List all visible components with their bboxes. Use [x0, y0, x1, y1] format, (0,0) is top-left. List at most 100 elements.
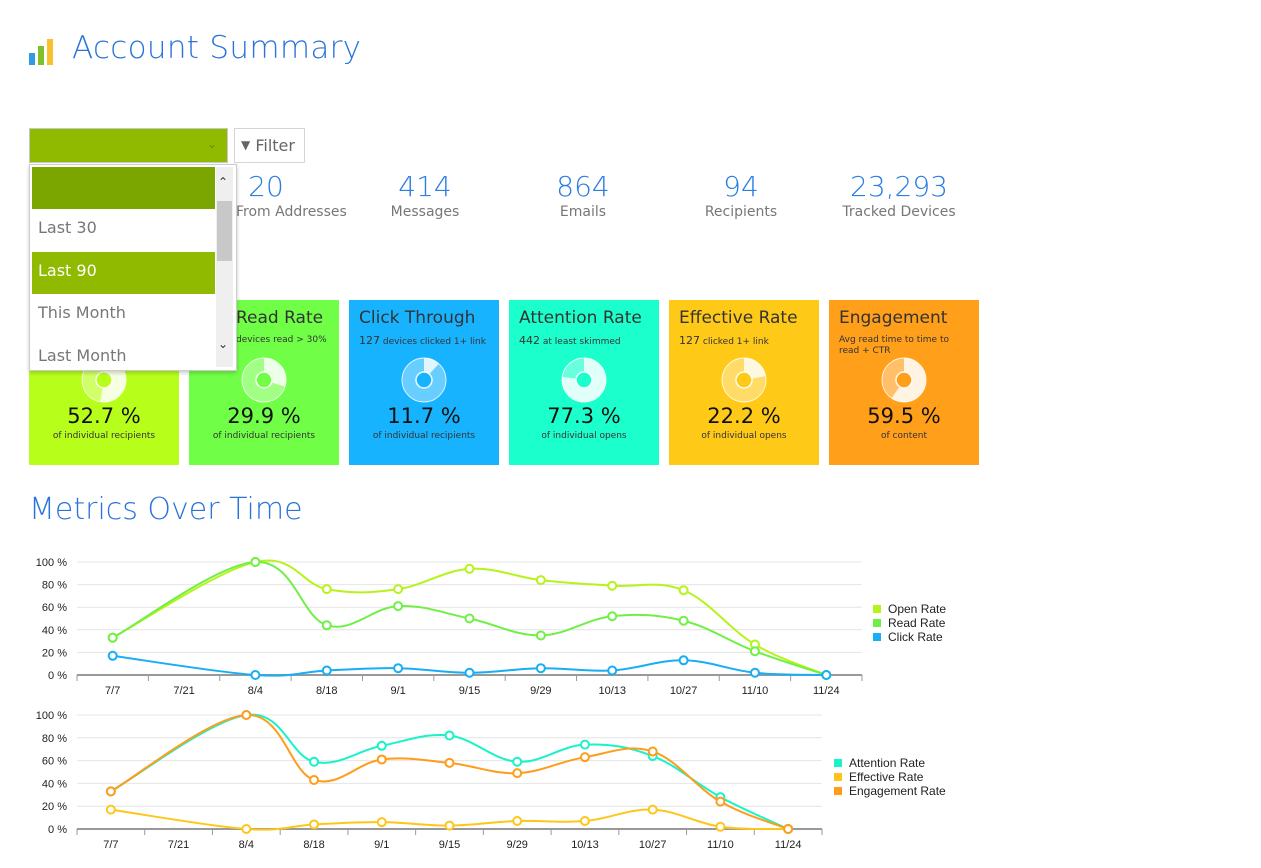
card-subtitle: devices read > 30% — [236, 335, 327, 345]
data-point[interactable] — [647, 746, 658, 757]
data-point[interactable] — [783, 824, 794, 834]
x-tick-label: 7/21 — [168, 839, 189, 851]
data-point[interactable] — [535, 575, 546, 586]
data-point[interactable] — [512, 768, 523, 779]
date-range-dropdown: Last 30 Last 90 This Month Last Month ⌃ … — [29, 164, 237, 371]
data-point[interactable] — [309, 756, 320, 767]
card-title: Read Rate — [236, 308, 324, 328]
card-title: Click Through — [359, 308, 476, 328]
metrics-chart-2: 0 % 20 % 40 % 60 % 80 % 100 % 7/7 7/21 8/4 8/18 9/… — [36, 710, 946, 851]
legend-swatch — [873, 633, 881, 641]
data-point[interactable] — [678, 585, 689, 596]
data-point[interactable] — [444, 757, 455, 768]
legend-label[interactable]: Click Rate — [888, 630, 943, 644]
data-point[interactable] — [464, 563, 475, 574]
legend-swatch — [873, 619, 881, 627]
donut-chart-icon — [241, 357, 287, 403]
bar-chart-logo-icon — [29, 39, 61, 65]
legend-label[interactable]: Engagement Rate — [849, 784, 946, 798]
dropdown-option[interactable] — [32, 167, 215, 209]
data-point[interactable] — [241, 710, 252, 720]
dropdown-scrollbar[interactable]: ⌃ ⌄ — [216, 167, 233, 367]
section-title: Metrics Over Time — [29, 492, 303, 527]
data-point[interactable] — [607, 665, 618, 676]
data-point[interactable] — [535, 663, 546, 674]
card-attention-rate: Attention Rate 442 at least skimmed 77.3 %… — [509, 300, 659, 465]
data-point[interactable] — [241, 824, 252, 834]
data-point[interactable] — [715, 796, 726, 807]
data-point[interactable] — [393, 601, 404, 612]
date-range-select[interactable]: ⌄ — [29, 128, 228, 163]
card-count: 127 — [679, 334, 700, 347]
data-point[interactable] — [321, 584, 332, 595]
data-point[interactable] — [444, 730, 455, 741]
data-point[interactable] — [309, 774, 320, 785]
data-point[interactable] — [376, 740, 387, 751]
data-point[interactable] — [393, 584, 404, 595]
data-point[interactable] — [444, 820, 455, 831]
data-point[interactable] — [321, 620, 332, 631]
series-line-attention-rate — [110, 713, 789, 830]
data-point[interactable] — [107, 632, 118, 643]
scroll-down-icon[interactable]: ⌄ — [218, 337, 229, 351]
dropdown-option[interactable]: Last Month — [38, 346, 127, 365]
x-tick-label: 11/24 — [775, 839, 802, 851]
data-point[interactable] — [464, 613, 475, 624]
stat-recipients: 94 Recipients — [704, 170, 778, 220]
legend-label[interactable]: Read Rate — [888, 616, 946, 630]
data-point[interactable] — [250, 670, 261, 680]
card-count: 127 — [359, 334, 380, 347]
card-value: 52.7 % — [67, 404, 141, 428]
data-point[interactable] — [393, 663, 404, 674]
data-point[interactable] — [535, 630, 546, 641]
dropdown-option[interactable]: Last 30 — [38, 218, 97, 237]
data-point[interactable] — [250, 557, 261, 567]
y-tick-label: 60 % — [42, 756, 67, 768]
data-point[interactable] — [678, 655, 689, 666]
legend-label[interactable]: Open Rate — [888, 602, 946, 616]
x-tick-label: 10/13 — [598, 685, 626, 695]
filter-button[interactable]: ▼ Filter — [234, 128, 305, 163]
data-point[interactable] — [309, 819, 320, 830]
y-tick-label: 40 % — [42, 625, 67, 637]
data-point[interactable] — [749, 646, 760, 657]
y-tick-label: 0 % — [48, 670, 67, 682]
card-value: 59.5 % — [867, 404, 941, 428]
card-subtitle: 127 clicked 1+ link — [679, 334, 769, 347]
data-point[interactable] — [512, 816, 523, 827]
page-title: Account Summary — [72, 30, 362, 66]
x-tick-label: 7/7 — [103, 839, 118, 851]
data-point[interactable] — [579, 816, 590, 827]
card-subtitle: 127 devices clicked 1+ link — [359, 334, 486, 347]
legend-swatch — [873, 605, 881, 613]
data-point[interactable] — [512, 756, 523, 767]
scrollbar-thumb[interactable] — [217, 201, 232, 261]
data-point[interactable] — [376, 754, 387, 765]
dropdown-option-selected[interactable]: Last 90 — [32, 252, 215, 294]
data-point[interactable] — [678, 615, 689, 626]
data-point[interactable] — [607, 580, 618, 591]
legend-label[interactable]: Effective Rate — [849, 770, 924, 784]
data-point[interactable] — [464, 667, 475, 678]
data-point[interactable] — [579, 739, 590, 750]
data-point[interactable] — [105, 804, 116, 815]
data-point[interactable] — [105, 786, 116, 797]
y-tick-label: 100 % — [36, 557, 67, 569]
donut-chart-icon — [721, 357, 767, 403]
legend-label[interactable]: Attention Rate — [849, 756, 925, 770]
data-point[interactable] — [376, 817, 387, 828]
data-point[interactable] — [749, 667, 760, 678]
data-point[interactable] — [107, 650, 118, 661]
data-point[interactable] — [607, 611, 618, 622]
data-point[interactable] — [579, 752, 590, 763]
dropdown-option[interactable]: This Month — [38, 303, 126, 322]
data-point[interactable] — [647, 804, 658, 815]
data-point[interactable] — [321, 665, 332, 676]
data-point[interactable] — [821, 670, 832, 680]
chevron-down-icon: ⌄ — [206, 137, 217, 151]
x-tick-label: 8/18 — [316, 685, 337, 695]
card-click-through: Click Through 127 devices clicked 1+ link… — [349, 300, 499, 465]
card-value: 29.9 % — [227, 404, 301, 428]
data-point[interactable] — [715, 821, 726, 832]
scroll-up-icon[interactable]: ⌃ — [218, 175, 229, 189]
